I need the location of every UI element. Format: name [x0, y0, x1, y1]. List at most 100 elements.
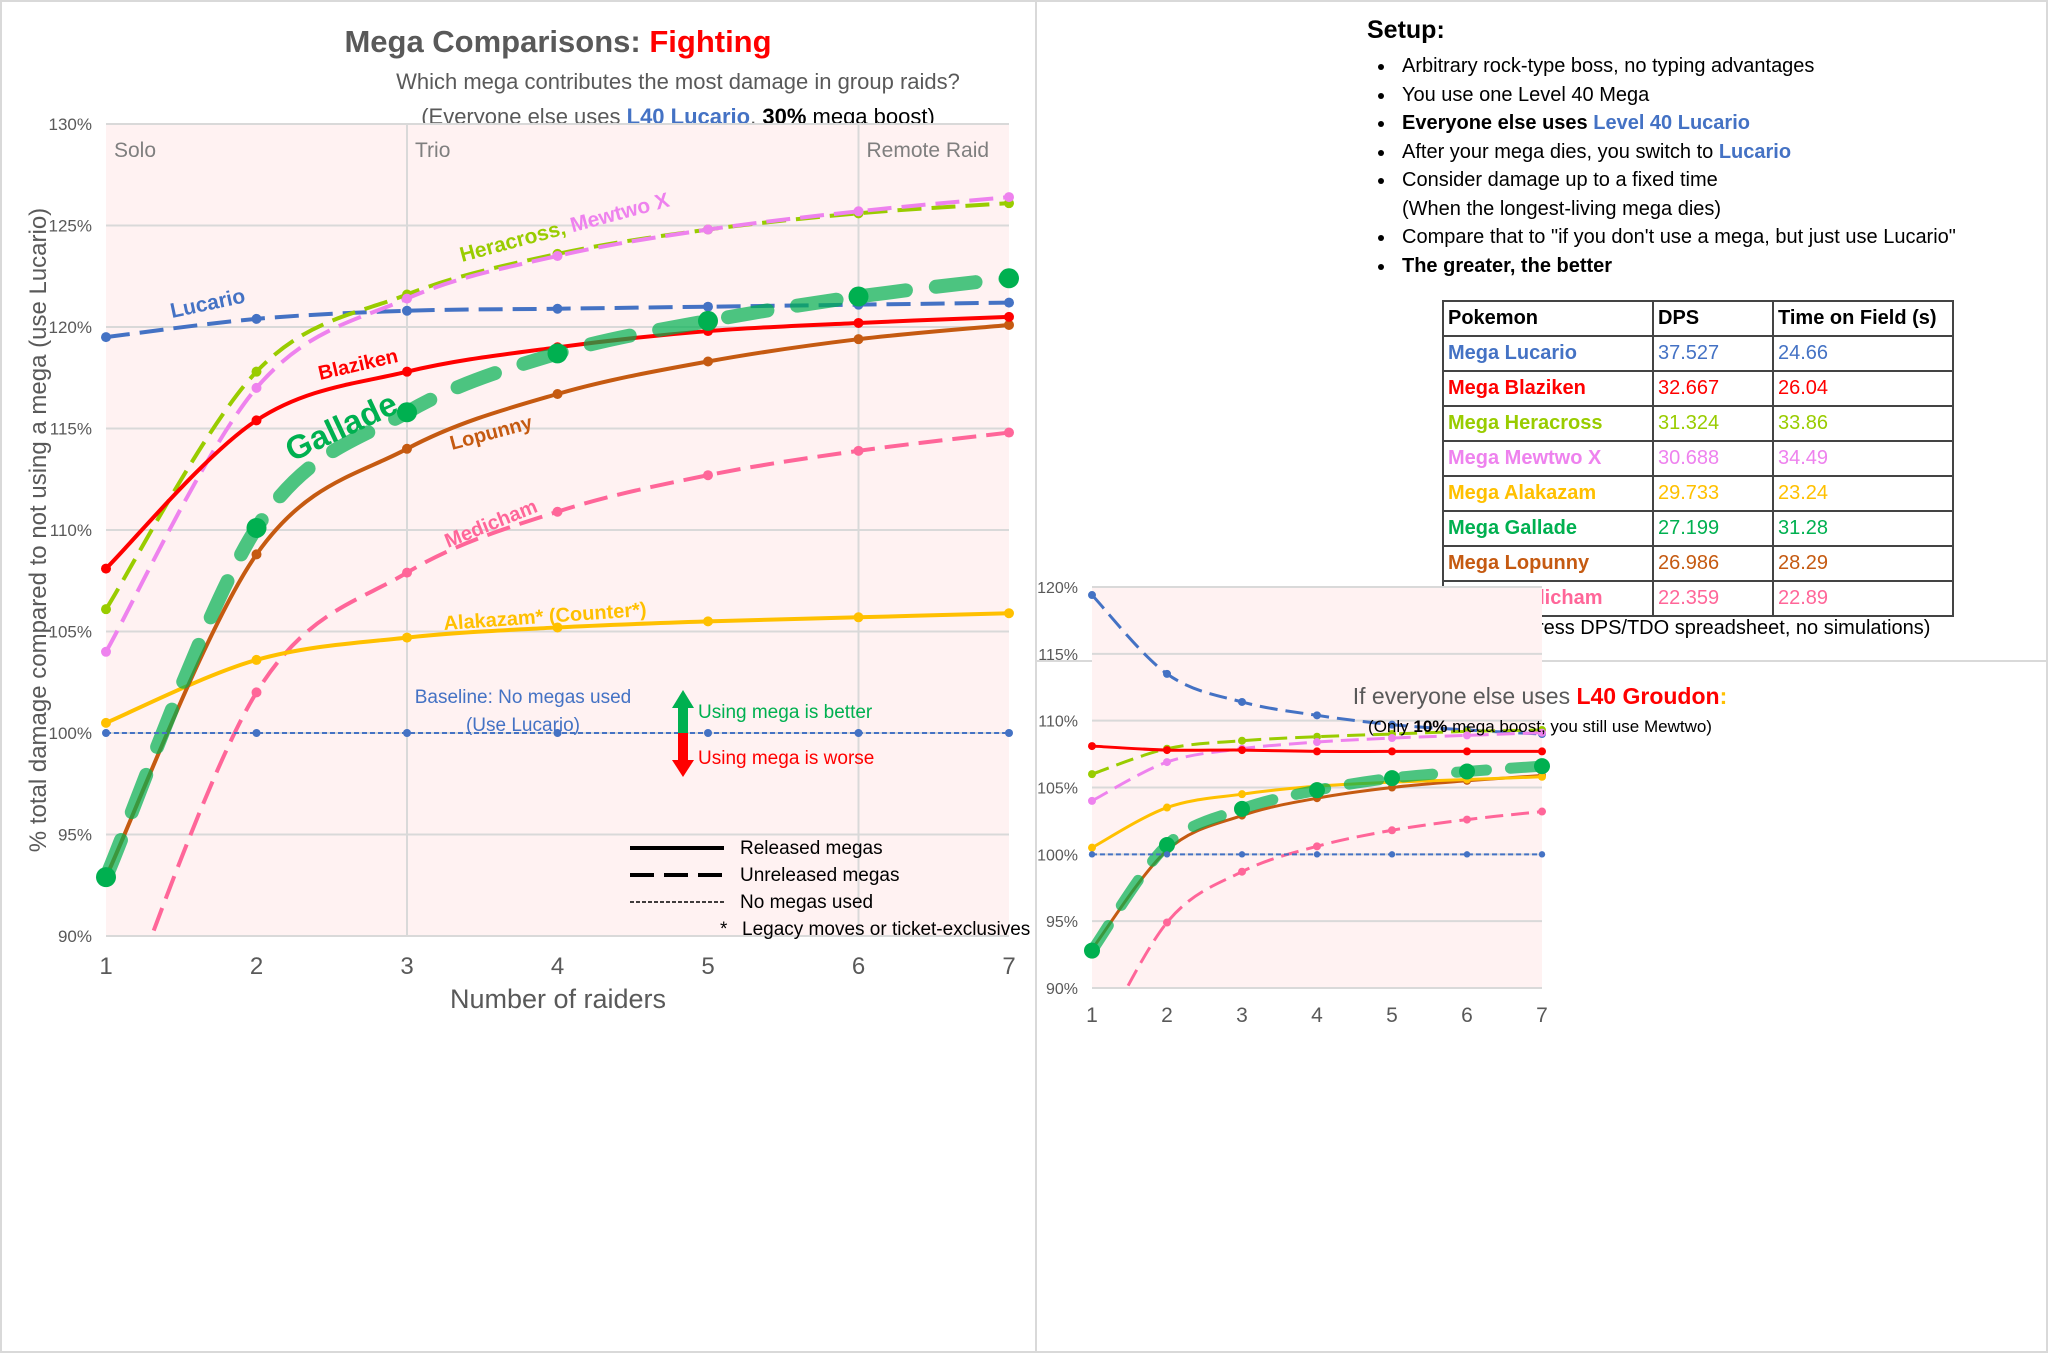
data-point-medicham [1463, 815, 1471, 824]
data-point-blaziken [1313, 747, 1321, 756]
data-point-baseline [102, 729, 110, 737]
data-point-blaziken [1538, 747, 1546, 756]
data-point-alakazam [853, 612, 864, 623]
data-point-alakazam [101, 717, 111, 728]
x-tick-label: 6 [1461, 1004, 1473, 1027]
data-point-lucario [1004, 297, 1014, 308]
table-row: Mega Heracross 31.324 33.86 [1442, 405, 1954, 442]
worse-label: Using mega is worse [698, 748, 874, 769]
data-point-gallade [999, 268, 1019, 289]
data-point-blaziken [853, 317, 864, 328]
y-tick-label: 125% [49, 217, 92, 236]
table-row: Mega Gallade 27.199 31.28 [1442, 510, 1954, 547]
data-point-baseline [252, 729, 261, 737]
data-point-medicham [703, 470, 713, 481]
table-cell-dps: 31.324 [1652, 405, 1774, 442]
region-label: Solo [114, 139, 156, 162]
table-cell-name: Mega Blaziken [1442, 370, 1654, 407]
data-point-heracross [251, 366, 262, 377]
x-tick-label: 3 [1236, 1004, 1248, 1027]
data-point-medicham [1238, 867, 1246, 876]
x-tick-label: 5 [701, 953, 714, 980]
y-tick-label: 120% [49, 318, 92, 337]
y-tick-label: 110% [1038, 714, 1078, 731]
data-point-mewtwo [1004, 192, 1014, 203]
data-point-baseline [1163, 851, 1171, 858]
inset-chart: 90% 95% 100% 105% 110% 115% 120% 1 2 3 4 5 6 7 [1037, 580, 1550, 1027]
data-point-medicham [251, 687, 262, 698]
inset-title-highlight: L40 Groudon [1576, 683, 1720, 709]
x-tick-label: 6 [852, 953, 865, 980]
table-cell-name: Mega Gallade [1442, 510, 1654, 547]
table-cell-dps: 26.986 [1652, 545, 1774, 582]
legend-symbol: * [720, 919, 728, 940]
data-point-medicham [101, 1053, 111, 1063]
y-tick-label: 100% [1037, 847, 1078, 864]
data-point-lucario [552, 303, 563, 314]
data-point-baseline [1388, 851, 1396, 858]
data-point-baseline [1238, 851, 1246, 858]
inset-chart-subtitle: (Only 10% mega boost; you still use Mewt… [1040, 716, 2040, 738]
setup-item-text: Everyone else uses [1402, 112, 1594, 134]
series-line-heracross [104, 201, 1010, 611]
x-tick-label: 1 [1086, 1004, 1098, 1027]
data-point-blaziken [1088, 742, 1096, 751]
setup-item-text: Consider damage up to a fixed time [1402, 169, 1718, 191]
setup-item-text: The greater, the better [1402, 254, 1613, 277]
data-point-baseline [1463, 851, 1471, 858]
setup-item-highlight: Lucario [1718, 140, 1792, 163]
data-point-gallade [1159, 836, 1175, 853]
data-point-alakazam [1163, 803, 1171, 812]
data-point-alakazam [1088, 843, 1096, 852]
y-tick-label: 100% [49, 724, 92, 743]
setup-item-text: You use one Level 40 Mega [1402, 83, 1650, 106]
data-point-lucario [703, 301, 713, 312]
series-group [1084, 591, 1550, 988]
setup-heading: Setup: [1367, 16, 1445, 44]
setup-item: Consider damage up to a fixed time (When … [1396, 166, 1956, 223]
data-point-gallade [96, 867, 116, 888]
data-point-mewtwo [251, 382, 262, 393]
setup-item-highlight: Level 40 Lucario [1593, 112, 1750, 134]
table-cell-name: Mega Lopunny [1442, 545, 1654, 582]
data-point-heracross [1238, 736, 1246, 745]
data-point-baseline [704, 729, 712, 737]
data-point-alakazam [402, 632, 412, 643]
data-point-medicham [853, 445, 864, 456]
data-point-alakazam [1004, 608, 1014, 619]
table-cell-name: Mega Alakazam [1442, 475, 1654, 512]
x-tick-label: 2 [1161, 1004, 1173, 1027]
x-tick-label: 4 [551, 953, 564, 980]
data-point-lucario [1088, 591, 1096, 600]
data-point-medicham [1004, 427, 1014, 438]
inset-subtitle-prefix: (Only [1368, 717, 1414, 736]
legend-label: Released megas [740, 838, 883, 859]
main-chart-title: Mega Comparisons: Fighting [344, 24, 771, 59]
data-point-lopunny [1004, 319, 1014, 330]
data-point-blaziken [101, 563, 111, 574]
data-point-blaziken [1163, 746, 1171, 755]
y-tick-label: 105% [1037, 781, 1078, 798]
table-row: Mega Mewtwo X 30.688 34.49 [1442, 440, 1954, 477]
data-point-alakazam [552, 622, 563, 633]
setup-item-text: Arbitrary rock-type boss, no typing adva… [1402, 55, 1815, 77]
data-point-lopunny [552, 388, 563, 399]
region-label: Remote Raid [867, 139, 990, 162]
x-tick-label: 2 [250, 953, 263, 980]
data-point-blaziken [1004, 311, 1014, 322]
table-cell-tof: 22.89 [1772, 580, 1954, 617]
y-tick-label: 90% [58, 927, 92, 946]
data-point-gallade [1459, 763, 1475, 780]
data-point-mewtwo [1163, 758, 1171, 767]
data-point-blaziken [1238, 746, 1246, 755]
inset-title-suffix: : [1719, 683, 1728, 709]
table-cell-dps: 37.527 [1652, 335, 1774, 372]
y-tick-label: 95% [1046, 914, 1078, 931]
table-cell-tof: 24.66 [1772, 335, 1954, 372]
data-point-alakazam [251, 654, 262, 665]
data-point-lopunny [251, 549, 262, 560]
data-point-medicham [1388, 826, 1396, 835]
data-point-blaziken [251, 415, 262, 426]
data-point-baseline [553, 729, 562, 737]
